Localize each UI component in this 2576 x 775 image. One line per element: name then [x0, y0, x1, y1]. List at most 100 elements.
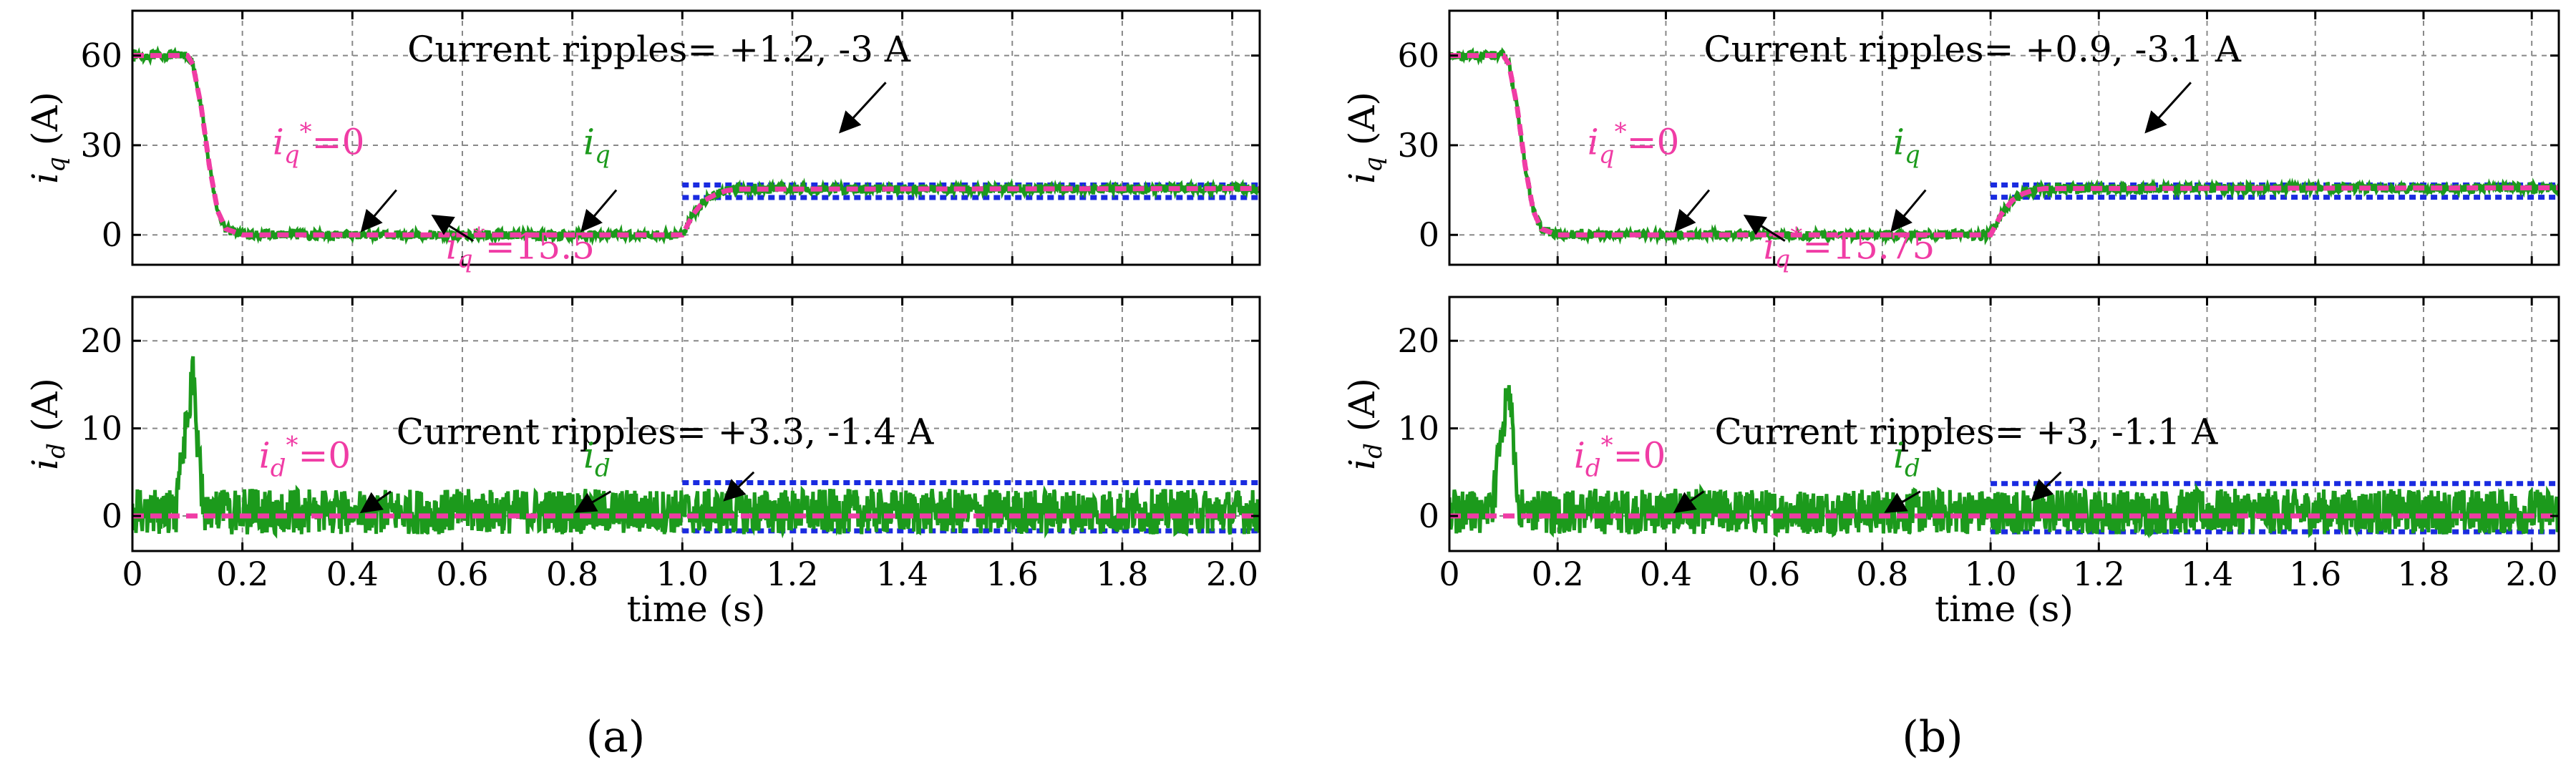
annotation-part-3: =0	[298, 435, 351, 477]
axes-frame	[1448, 296, 2560, 552]
annotation-part-2: *	[286, 432, 298, 460]
chart-a-id: 0 0.2 0.4 0.6 0.8 1.0 1.2 1.4 1.6 1.8 2.0 0 10 20 time…	[24, 296, 1261, 630]
annotation-0: Current ripples= +3.3, -1.4 A	[397, 411, 934, 453]
x-tick-label-7: 1.4	[876, 555, 928, 593]
plot-area-a-id	[132, 356, 1260, 539]
annotation-part-1: d	[271, 454, 286, 483]
y-tick-label-1: 30	[80, 126, 122, 165]
annotation-arrow-1	[360, 189, 397, 233]
annotation-part-0: Current ripples= +0.9, -3.1 A	[1703, 29, 2241, 70]
axes-frame	[1448, 9, 2560, 266]
annotation-part-0: i	[259, 435, 271, 477]
annotation-part-0: i	[1588, 121, 1599, 162]
annotation-arrow-1	[359, 490, 392, 514]
annotation-arrow-0	[723, 471, 755, 502]
caption-b: (b)	[1902, 712, 1963, 762]
annotation-part-0: i	[273, 121, 284, 162]
x-tick-label-10: 2.0	[1206, 555, 1258, 593]
y-axis-label: id (A)	[24, 378, 71, 470]
annotation-part-2: *	[1615, 117, 1627, 146]
annotation-1: id*=0	[1574, 432, 1666, 483]
annotation-part-1: q	[457, 245, 473, 274]
x-tick-label-6: 1.2	[766, 555, 818, 593]
axes-frame	[131, 9, 1261, 266]
x-tick-label-1: 0.2	[1532, 555, 1584, 593]
y-label-unit: (A)	[1341, 378, 1383, 443]
annotation-part-0: Current ripples= +3.3, -1.4 A	[397, 411, 934, 453]
y-tick-label-1: 10	[80, 409, 122, 448]
annotation-arrow-2	[1884, 490, 1921, 513]
annotation-part-2: *	[473, 223, 485, 251]
x-axis-label: time (s)	[627, 588, 766, 630]
x-tick-label-6: 1.2	[2073, 555, 2125, 593]
annotation-1: iq*=0	[1588, 117, 1679, 169]
y-label-unit: (A)	[24, 378, 66, 443]
annotation-part-0: i	[446, 226, 457, 268]
x-tick-label-5: 1.0	[656, 555, 709, 593]
x-tick-label-8: 1.6	[986, 555, 1039, 593]
y-label-unit: (A)	[24, 92, 66, 157]
annotation-part-0: i	[1893, 121, 1905, 162]
annotation-part-0: i	[1574, 435, 1585, 477]
plot-area-b-iq	[1449, 47, 2559, 246]
y-label-var: i	[24, 172, 66, 184]
x-tick-label-5: 1.0	[1965, 555, 2017, 593]
annotation-part-2: *	[1601, 432, 1613, 460]
annotation-part-3: =0	[312, 121, 365, 162]
annotation-part-1: q	[595, 140, 611, 169]
annotation-part-1: q	[1599, 140, 1615, 169]
x-axis-label: time (s)	[1935, 588, 2074, 630]
annotation-part-0: Current ripples= +3, -1.1 A	[1714, 411, 2218, 453]
y-tick-label-0: 0	[102, 497, 122, 535]
annotation-1: id*=0	[259, 432, 351, 483]
annotation-arrow-0	[839, 82, 887, 134]
annotation-arrow-3	[431, 215, 475, 242]
annotation-part-1: q	[1905, 140, 1920, 169]
annotation-1: iq*=0	[273, 117, 364, 169]
y-axis-label: iq (A)	[1341, 92, 1388, 184]
annotation-part-3: =15.5	[485, 226, 595, 268]
annotation-2: id	[1893, 435, 1920, 483]
annotation-arrow-1	[1673, 189, 1711, 233]
x-tick-label-2: 0.4	[326, 555, 379, 593]
series-reference	[1449, 53, 2559, 238]
x-tick-label-4: 0.8	[1856, 555, 1908, 593]
y-label-var: i	[1341, 172, 1383, 184]
annotation-2: iq	[583, 121, 611, 169]
annotation-2: id	[583, 435, 611, 483]
y-tick-label-2: 20	[1397, 321, 1439, 360]
annotation-part-1: q	[284, 140, 300, 169]
annotation-3: iq*=15.75	[1764, 223, 1935, 274]
y-label-unit: (A)	[1341, 92, 1383, 157]
annotation-part-1: q	[1775, 245, 1791, 274]
plot-area-a-iq	[132, 45, 1260, 246]
y-label-sub: d	[1359, 443, 1388, 459]
annotation-arrow-0	[2144, 82, 2192, 134]
x-tick-label-9: 1.8	[1096, 555, 1148, 593]
y-label-var: i	[24, 459, 66, 470]
annotation-part-1: d	[595, 454, 611, 483]
x-tick-label-3: 0.6	[436, 555, 488, 593]
annotation-arrow-3	[1743, 214, 1786, 242]
x-tick-label-7: 1.4	[2181, 555, 2233, 593]
y-label-sub: q	[1359, 157, 1388, 172]
annotation-arrow-0	[2031, 471, 2062, 502]
chart-b-id: 0 0.2 0.4 0.6 0.8 1.0 1.2 1.4 1.6 1.8 2.0 0 10 20 time…	[1341, 296, 2560, 630]
annotation-part-0: i	[1893, 435, 1905, 477]
y-axis-label: id (A)	[1341, 378, 1388, 470]
y-tick-label-2: 60	[1397, 36, 1439, 75]
y-tick-label-2: 20	[80, 321, 122, 360]
annotation-part-2: *	[300, 117, 312, 146]
annotation-arrow-2	[1890, 189, 1927, 233]
annotation-part-0: Current ripples= +1.2, -3 A	[407, 29, 911, 70]
annotation-0: Current ripples= +3, -1.1 A	[1714, 411, 2218, 453]
annotation-0: Current ripples= +1.2, -3 A	[407, 29, 911, 70]
y-label-var: i	[1341, 459, 1383, 470]
series-reference	[132, 53, 1260, 238]
annotation-arrow-1	[1673, 490, 1705, 514]
y-tick-label-1: 30	[1397, 126, 1439, 165]
y-label-sub: d	[42, 443, 71, 459]
